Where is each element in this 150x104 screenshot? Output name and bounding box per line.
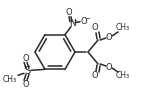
Text: O: O [23,80,29,89]
Text: N: N [69,19,75,28]
Text: O: O [106,32,112,41]
Text: −: − [85,16,90,22]
Text: CH₃: CH₃ [116,24,130,32]
Text: O: O [92,24,98,32]
Text: CH₃: CH₃ [3,75,17,84]
Text: O: O [66,8,72,17]
Text: +: + [72,18,78,23]
Text: O: O [23,54,29,63]
Text: O: O [81,17,87,26]
Text: S: S [24,66,30,76]
Text: O: O [92,72,98,80]
Text: CH₃: CH₃ [116,72,130,80]
Text: O: O [106,63,112,72]
